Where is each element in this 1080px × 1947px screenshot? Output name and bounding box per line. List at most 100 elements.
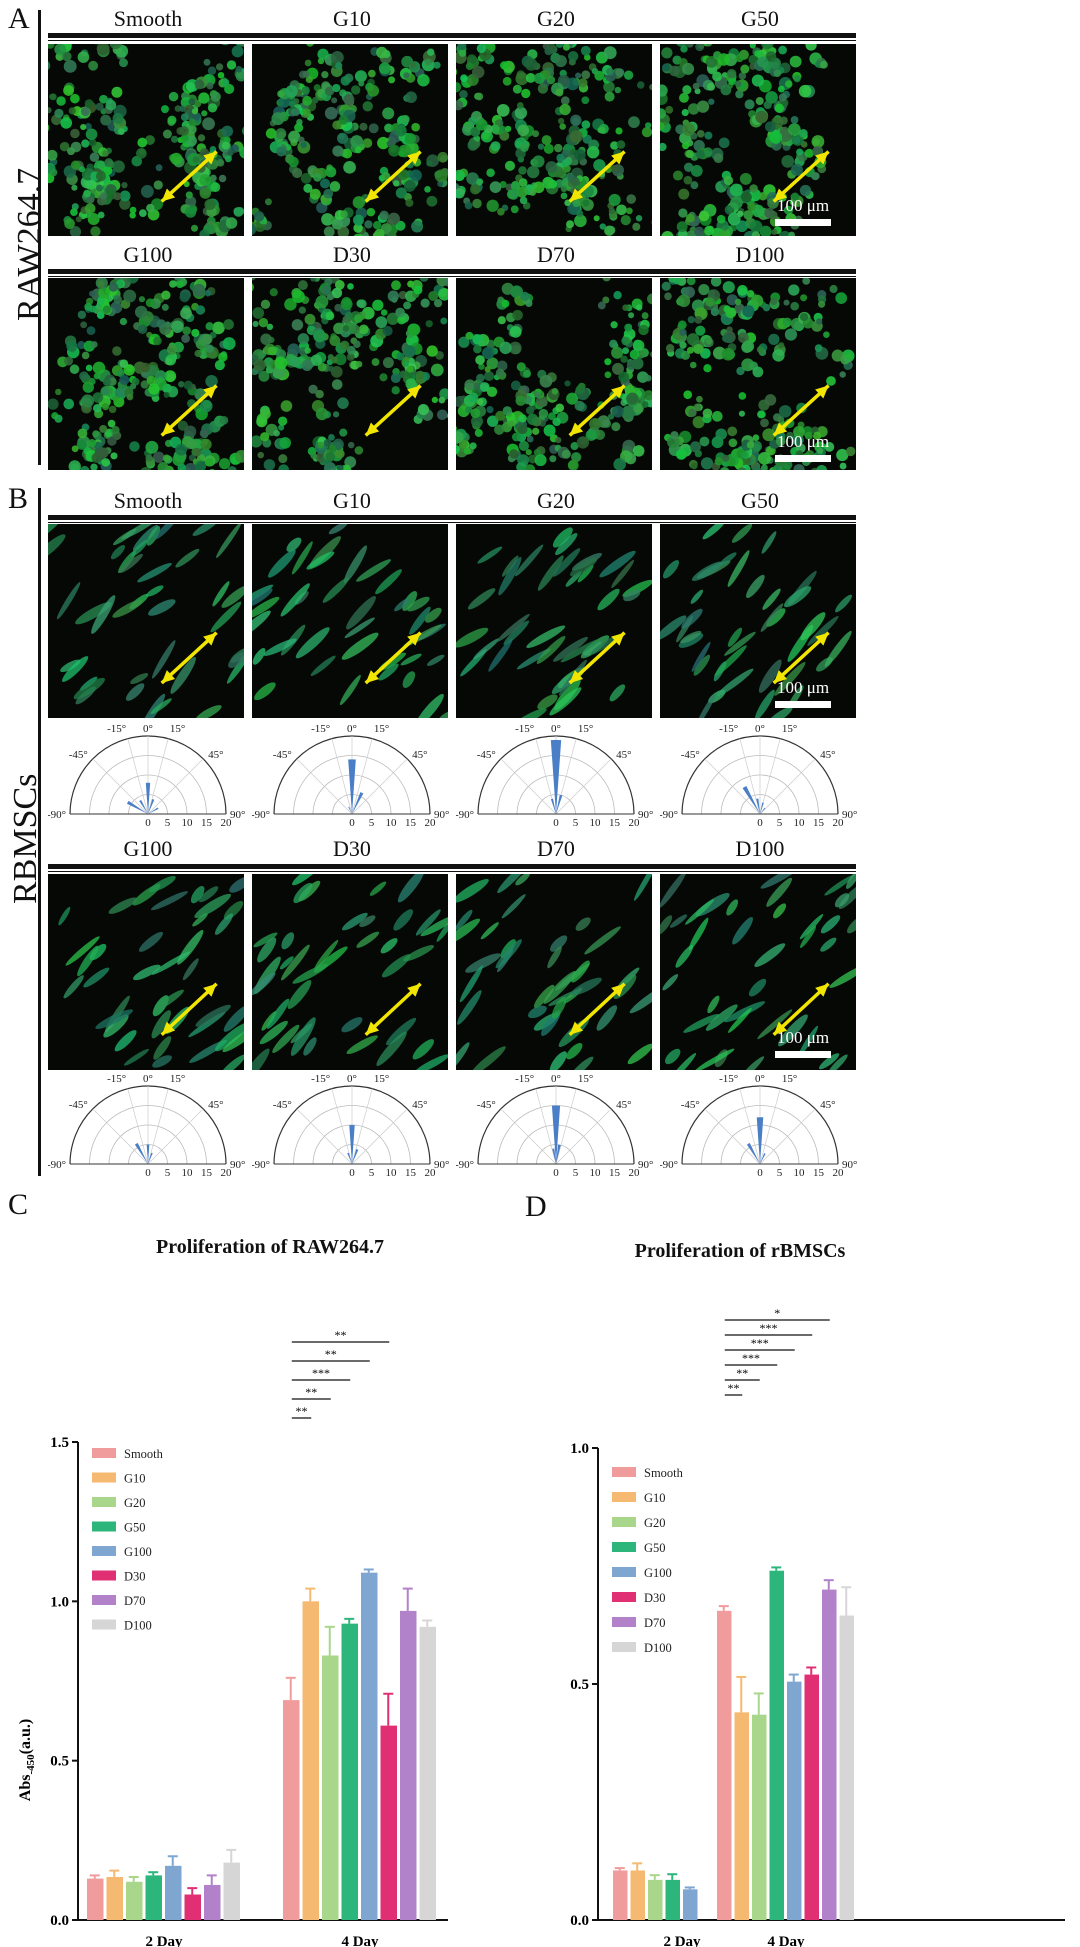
rose-wedge xyxy=(756,1117,764,1164)
angle-label: 45° xyxy=(616,749,631,761)
angle-label: -45° xyxy=(273,749,292,761)
angle-label: -90° xyxy=(456,1159,474,1171)
angle-label: 45° xyxy=(412,749,427,761)
bar xyxy=(361,1572,378,1920)
bar-chart-raw264: 0.0 0.5 1.0 1.5 2 Day 4 Day Smooth G10 G20 G50 G10… xyxy=(17,1328,448,1947)
rose-wedge xyxy=(126,800,148,814)
bar xyxy=(752,1714,767,1920)
polar-plot: -90° -45° -15° 0° 15° 45° 90° 0 5 10 15 20 xyxy=(48,1073,245,1176)
alignment-arrow-icon xyxy=(160,150,218,203)
radial-label: 10 xyxy=(182,1167,194,1176)
rose-wedge xyxy=(348,806,352,814)
angle-label: 45° xyxy=(412,1099,427,1111)
radial-label: 5 xyxy=(165,1167,171,1176)
legend-label: G10 xyxy=(644,1491,666,1505)
angle-label: 15° xyxy=(374,1073,389,1085)
bar xyxy=(804,1674,819,1920)
micrograph xyxy=(456,44,652,236)
legend-label: G50 xyxy=(644,1541,666,1555)
y-tick-label: 0.0 xyxy=(50,1913,69,1929)
panel-b-divider xyxy=(38,488,41,1176)
legend-swatch xyxy=(612,1517,636,1527)
significance-label: *** xyxy=(751,1336,769,1350)
legend-label: D30 xyxy=(644,1591,666,1605)
radial-label: 10 xyxy=(794,1167,806,1176)
rose-wedge xyxy=(746,1142,760,1164)
bar xyxy=(419,1626,436,1920)
significance-label: *** xyxy=(760,1321,778,1335)
angle-label: -45° xyxy=(681,749,700,761)
panel-letter-d: D xyxy=(525,1190,547,1223)
angle-label: -90° xyxy=(48,1159,66,1171)
micrograph xyxy=(456,524,652,718)
micrograph xyxy=(252,524,448,718)
polar-plot: -90° -45° -15° 0° 15° 45° 90° 0 5 10 15 20 xyxy=(660,1073,857,1176)
bar xyxy=(380,1725,397,1920)
angle-label: -90° xyxy=(660,1159,678,1171)
scale-bar: 100 μm xyxy=(758,432,848,462)
legend-swatch xyxy=(612,1642,636,1652)
radial-label: 0 xyxy=(349,1167,355,1176)
rose-wedge xyxy=(550,798,556,814)
radial-label: 5 xyxy=(369,1167,375,1176)
rose-wedge xyxy=(148,1152,153,1164)
angle-label: -15° xyxy=(107,723,126,735)
group-label: D30 xyxy=(333,242,371,267)
legend-label: D30 xyxy=(124,1570,146,1584)
radial-label: 5 xyxy=(573,817,579,826)
radial-label: 15 xyxy=(201,1167,213,1176)
legend-label: G50 xyxy=(124,1521,146,1535)
group-label: G20 xyxy=(537,6,575,31)
rose-wedge xyxy=(556,794,563,814)
angle-label: 45° xyxy=(820,1099,835,1111)
angle-label: -45° xyxy=(477,1099,496,1111)
legend-label: D70 xyxy=(644,1616,666,1630)
rose-wedge xyxy=(551,1105,561,1164)
alignment-arrow-icon xyxy=(364,982,422,1037)
bar xyxy=(322,1655,339,1920)
angle-label: -45° xyxy=(273,1099,292,1111)
panel-letter-b: B xyxy=(8,482,29,515)
significance-label: ** xyxy=(736,1366,748,1380)
x-tick-label: 2 Day xyxy=(145,1934,183,1947)
radial-label: 20 xyxy=(629,817,641,826)
angle-label: 0° xyxy=(551,723,561,735)
alignment-arrow-icon xyxy=(568,982,626,1037)
radial-label: 5 xyxy=(777,817,783,826)
rose-wedge xyxy=(756,798,760,814)
radial-label: 20 xyxy=(221,817,233,826)
angle-label: 15° xyxy=(578,723,593,735)
bar xyxy=(400,1610,417,1920)
side-label-raw: RAW264.7 xyxy=(11,167,48,321)
legend-swatch xyxy=(92,1546,116,1556)
y-tick-label: 0.0 xyxy=(570,1913,589,1929)
legend-swatch xyxy=(612,1492,636,1502)
alignment-arrow-icon xyxy=(568,150,626,203)
angle-label: 90° xyxy=(638,809,653,821)
radial-label: 20 xyxy=(425,1167,437,1176)
panel-letter-c: C xyxy=(8,1188,29,1221)
angle-label: 90° xyxy=(230,809,245,821)
angle-label: -45° xyxy=(69,1099,88,1111)
alignment-arrow-icon xyxy=(568,384,626,437)
micrograph xyxy=(660,278,856,470)
micrograph xyxy=(48,278,244,470)
rose-wedge xyxy=(348,759,356,814)
micrograph xyxy=(48,874,244,1070)
angle-label: -15° xyxy=(719,1073,738,1085)
legend-swatch xyxy=(612,1592,636,1602)
legend-label: G100 xyxy=(124,1545,152,1559)
radial-label: 15 xyxy=(813,817,825,826)
radial-label: 15 xyxy=(813,1167,825,1176)
micrograph xyxy=(48,524,244,718)
group-rule xyxy=(48,269,856,277)
alignment-arrow-icon xyxy=(772,631,830,685)
angle-label: 0° xyxy=(143,723,153,735)
legend-label: D70 xyxy=(124,1594,146,1608)
significance-label: ** xyxy=(728,1381,740,1395)
angle-label: 90° xyxy=(434,1159,449,1171)
group-label: D100 xyxy=(735,836,785,861)
significance-label: * xyxy=(774,1306,780,1320)
radial-label: 0 xyxy=(145,817,151,826)
significance-label: *** xyxy=(312,1366,330,1380)
